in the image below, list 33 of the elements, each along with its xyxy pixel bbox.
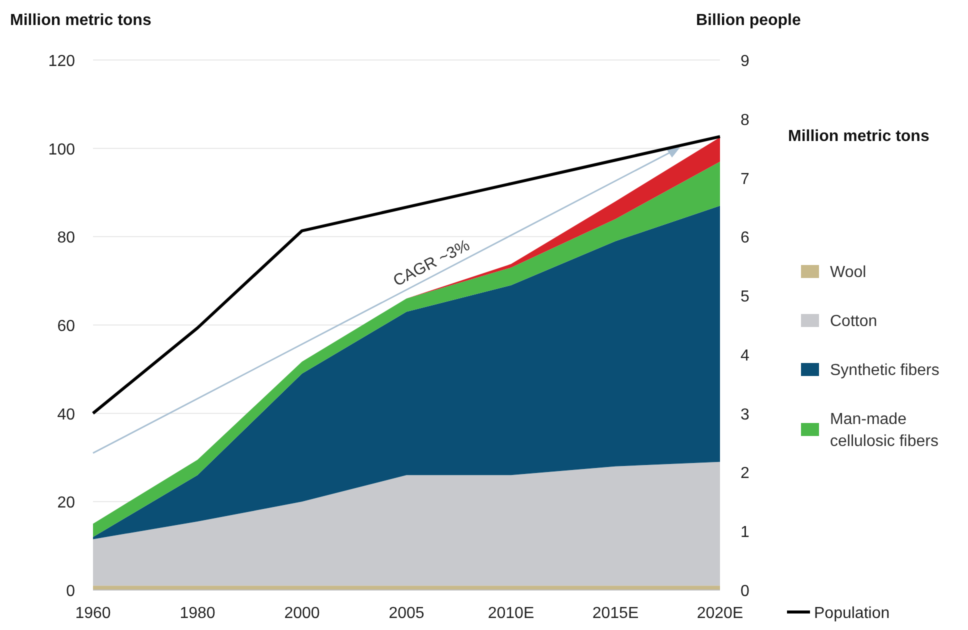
- x-tick-label: 1960: [75, 605, 111, 622]
- y2-tick-label: 2: [740, 465, 750, 482]
- y2-tick-label: 0: [740, 583, 750, 600]
- y-tick-label: 60: [57, 318, 76, 335]
- y2-tick-label: 5: [740, 288, 750, 306]
- y-tick-label: 0: [66, 583, 76, 600]
- y2-tick-label: 6: [740, 230, 750, 247]
- legend-label: Man-made cellulosic fibers: [830, 411, 938, 450]
- y-tick-label: 20: [57, 494, 76, 512]
- x-tick-label: 2000: [284, 605, 320, 622]
- y-tick-label: 40: [57, 406, 76, 424]
- y2-tick-label: 1: [740, 524, 750, 542]
- legend-label: Synthetic fibers: [830, 362, 940, 379]
- x-tick-label: 2005: [388, 605, 424, 622]
- y2-tick-label: 8: [740, 112, 750, 129]
- legend-label: Cotton: [830, 313, 878, 330]
- y-tick-label: 100: [48, 141, 76, 158]
- x-tick-label: 1980: [180, 605, 216, 622]
- y2-axis-title: Billion people: [696, 12, 801, 29]
- y2-tick-label: 7: [740, 170, 750, 188]
- y2-tick-label: 4: [740, 347, 750, 364]
- y-tick-label: 80: [57, 230, 76, 247]
- y2-tick-label: 3: [740, 406, 750, 424]
- x-tick-label: 2020E: [696, 605, 744, 622]
- y2-tick-label: 9: [740, 53, 750, 70]
- legend-title: Million metric tons: [788, 128, 930, 145]
- line-series: [92, 135, 722, 415]
- y-tick-label: 120: [48, 53, 76, 70]
- x-tick-label: 2010E: [488, 605, 534, 622]
- y-axis-title: Million metric tons: [10, 12, 152, 29]
- x-tick-label: 2015E: [592, 605, 639, 622]
- legend-label: Population: [814, 605, 890, 622]
- legend-label: Wool: [830, 264, 866, 281]
